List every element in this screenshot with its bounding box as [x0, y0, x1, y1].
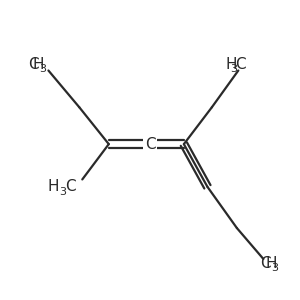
Text: 3: 3	[272, 263, 279, 273]
Text: C: C	[28, 57, 38, 72]
Text: C: C	[145, 136, 155, 152]
Text: 3: 3	[60, 187, 67, 196]
Text: H: H	[47, 179, 59, 194]
Text: 3: 3	[230, 64, 237, 74]
Text: 3: 3	[39, 64, 46, 74]
Text: C: C	[260, 256, 271, 271]
Text: C: C	[235, 57, 245, 72]
Text: H: H	[266, 256, 277, 271]
Text: H: H	[33, 57, 44, 72]
Text: C: C	[65, 179, 76, 194]
Text: H: H	[225, 57, 237, 72]
